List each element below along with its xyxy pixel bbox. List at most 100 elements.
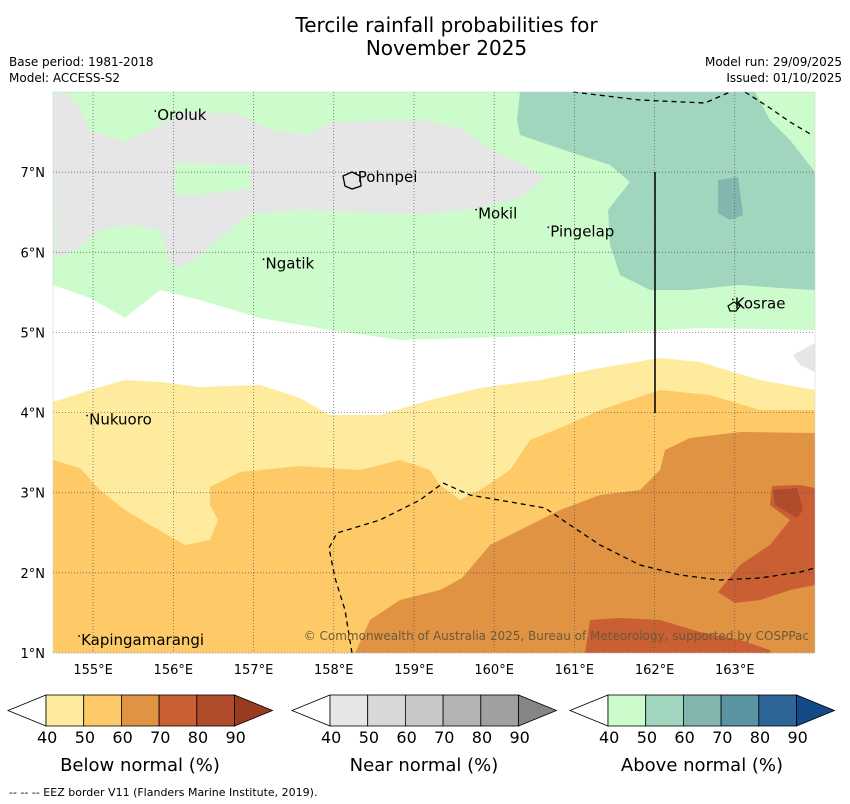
place-label-mokil: Mokil — [478, 205, 517, 223]
colorbar-tick: 70 — [150, 728, 171, 747]
eez-footnote: -- -- -- EEZ border V11 (Flanders Marine… — [9, 786, 318, 799]
eez-border-south — [328, 482, 816, 654]
above-normal-60-patch — [718, 177, 743, 220]
place-label-kosrae: Kosrae — [735, 294, 786, 312]
colorbar-high-arrow — [518, 694, 558, 727]
model-run: Model run: 29/09/2025 — [704, 55, 842, 69]
place-marker — [86, 414, 88, 417]
place-marker — [731, 298, 734, 301]
colorbar-segment — [329, 694, 369, 727]
place-marker — [78, 635, 80, 637]
colorbar-segment — [158, 694, 198, 727]
eez-border-north — [572, 91, 731, 104]
lon-tick-label: 161°E — [555, 663, 595, 678]
colorbar-low-arrow — [568, 694, 609, 727]
place-marker — [547, 226, 550, 229]
colorbar-low-arrow — [290, 694, 331, 727]
title-line-1: Tercile rainfall probabilities for — [295, 13, 598, 37]
colorbar-below — [6, 694, 274, 727]
lat-tick-label: 2°N — [21, 567, 46, 582]
lon-tick-label: 157°E — [234, 663, 274, 678]
colorbar-tick: 40 — [599, 728, 620, 747]
colorbar-segment — [645, 694, 684, 727]
lat-tick-label: 3°N — [21, 487, 46, 502]
lat-tick-label: 4°N — [21, 407, 46, 422]
lon-tick-label: 158°E — [314, 663, 354, 678]
below-normal-80-patch — [773, 488, 803, 518]
colorbar-segment — [367, 694, 406, 727]
place-label-pingelap: Pingelap — [550, 222, 614, 240]
eez-border-northeast — [744, 91, 813, 136]
colorbar-segment — [683, 694, 722, 727]
colorbar-tick: 90 — [787, 728, 808, 747]
map-frame — [52, 91, 816, 654]
model-name: Model: ACCESS-S2 — [9, 71, 121, 85]
pohnpei-island-outline — [342, 171, 362, 190]
place-labels: Oroluk Pohnpei Mokil Pingelap Ngatik Kosrae Nu… — [78, 106, 785, 649]
lon-tick-label: 160°E — [474, 663, 514, 678]
base-period: Base period: 1981-2018 — [9, 55, 154, 69]
probability-fields — [53, 92, 815, 653]
colorbar-segment — [121, 694, 160, 727]
colorbar-tick: 70 — [712, 728, 733, 747]
colorbar-tick: 60 — [674, 728, 695, 747]
above-normal-lightgreen-patch — [755, 92, 815, 172]
colorbar-low-arrow — [6, 694, 47, 727]
colorbar-tick: 60 — [396, 728, 417, 747]
lon-tick-label: 156°E — [154, 663, 194, 678]
colorbar-tick: 40 — [321, 728, 342, 747]
colorbar-tick: 50 — [358, 728, 380, 747]
colorbar-high-arrow — [796, 694, 836, 727]
colorbar-segment — [196, 694, 235, 727]
colorbar-segment — [720, 694, 760, 727]
colorbar-segment — [45, 694, 85, 727]
place-marker — [354, 171, 357, 174]
colorbar-segment — [607, 694, 647, 727]
axis-labels: 155°E 156°E 157°E 158°E 159°E 160°E 161°E 162°E… — [21, 166, 755, 678]
place-label-oroluk: Oroluk — [157, 106, 206, 124]
colorbar-above — [568, 694, 836, 727]
issued-date: Issued: 01/10/2025 — [726, 71, 842, 85]
colorbar-tick: 90 — [225, 728, 246, 747]
place-label-ngatik: Ngatik — [266, 254, 315, 272]
colorbar-segment — [83, 694, 122, 727]
place-marker — [262, 258, 265, 261]
green-inset-1 — [175, 163, 250, 195]
map-title: Tercile rainfall probabilities for Novem… — [0, 14, 850, 60]
colorbar-tick: 50 — [74, 728, 96, 747]
colorbar-tick: 40 — [37, 728, 58, 747]
place-marker — [154, 110, 157, 112]
lat-tick-label: 7°N — [21, 166, 46, 181]
place-label-kapingamarangi: Kapingamarangi — [81, 631, 204, 649]
colorbar-below-label: Below normal (%) — [60, 755, 220, 776]
colorbar-tick: 50 — [636, 728, 658, 747]
meta-left: Base period: 1981-2018 Model: ACCESS-S2 — [9, 54, 154, 86]
lat-tick-label: 5°N — [21, 326, 46, 341]
colorbar-segment — [758, 694, 797, 727]
lon-tick-label: 163°E — [715, 663, 755, 678]
lat-tick-label: 6°N — [21, 246, 46, 261]
colorbar-above-label: Above normal (%) — [620, 755, 784, 776]
below-normal-60-region — [355, 432, 815, 653]
lon-tick-label: 159°E — [394, 663, 434, 678]
lon-tick-label: 162°E — [635, 663, 675, 678]
colorbar-tick: 90 — [509, 728, 530, 747]
kosrae-island-outline — [727, 301, 741, 312]
colorbar-segment — [404, 694, 444, 727]
near-normal-40-region — [53, 92, 545, 268]
colorbar-tick: 80 — [471, 728, 493, 747]
lon-tick-label: 155°E — [73, 663, 113, 678]
colorbar-tick: 80 — [749, 728, 771, 747]
colorbar-segment — [442, 694, 482, 727]
copyright-notice: © Commonwealth of Australia 2025, Bureau… — [304, 629, 809, 643]
title-line-2: November 2025 — [365, 36, 528, 60]
colorbar-near-label: Near normal (%) — [349, 755, 499, 776]
colorbar-segment — [480, 694, 519, 727]
colorbar-tick: 70 — [434, 728, 455, 747]
meta-right: Model run: 29/09/2025 Issued: 01/10/2025 — [705, 54, 842, 86]
place-marker — [475, 208, 478, 211]
near-normal-east-patch — [793, 343, 815, 372]
colorbars — [6, 694, 836, 727]
place-label-nukuoro: Nukuoro — [89, 411, 152, 429]
eez-borders — [328, 91, 816, 654]
